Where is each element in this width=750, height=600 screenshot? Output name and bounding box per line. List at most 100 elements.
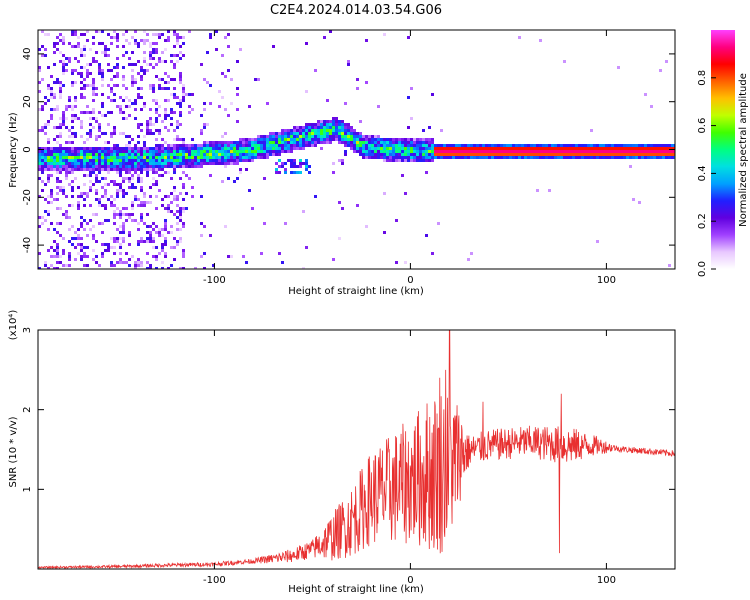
- heatmap-cell: [197, 165, 200, 168]
- heatmap-cell: [101, 153, 104, 156]
- heatmap-cell: [113, 129, 116, 132]
- heatmap-cell: [179, 177, 182, 180]
- heatmap-cell: [68, 105, 71, 108]
- heatmap-cell: [182, 54, 185, 57]
- heatmap-cell: [113, 198, 116, 201]
- heatmap-cell: [218, 150, 221, 153]
- heatmap-cell: [137, 150, 140, 153]
- heatmap-cell: [125, 105, 128, 108]
- heatmap-cell: [398, 138, 401, 141]
- heatmap-cell: [200, 162, 203, 165]
- heatmap-cell: [587, 153, 590, 156]
- heatmap-cell: [338, 237, 341, 240]
- heatmap-cell: [512, 147, 515, 150]
- heatmap-cell: [248, 141, 251, 144]
- heatmap-cell: [227, 162, 230, 165]
- heatmap-cell: [128, 135, 131, 138]
- heatmap-cell: [56, 246, 59, 249]
- heatmap-cell: [263, 147, 266, 150]
- heatmap-cell: [527, 147, 530, 150]
- heatmap-cell: [155, 153, 158, 156]
- heatmap-cell: [326, 99, 329, 102]
- heatmap-cell: [131, 84, 134, 87]
- heatmap-cell: [68, 99, 71, 102]
- heatmap-cell: [356, 87, 359, 90]
- heatmap-cell: [197, 144, 200, 147]
- heatmap-cell: [362, 156, 365, 159]
- heatmap-cell: [494, 147, 497, 150]
- heatmap-cell: [575, 144, 578, 147]
- heatmap-cell: [62, 252, 65, 255]
- heatmap-cell: [383, 159, 386, 162]
- heatmap-cell: [464, 147, 467, 150]
- heatmap-cell: [665, 156, 668, 159]
- heatmap-cell: [386, 150, 389, 153]
- heatmap-cell: [125, 219, 128, 222]
- heatmap-cell: [173, 186, 176, 189]
- heatmap-cell: [350, 126, 353, 129]
- heatmap-cell: [224, 165, 227, 168]
- heatmap-cell: [230, 141, 233, 144]
- heatmap-cell: [56, 222, 59, 225]
- heatmap-cell: [632, 144, 635, 147]
- heatmap-cell: [275, 132, 278, 135]
- heatmap-cell: [128, 231, 131, 234]
- heatmap-cell: [524, 147, 527, 150]
- heatmap-cell: [122, 45, 125, 48]
- heatmap-cell: [83, 66, 86, 69]
- heatmap-cell: [176, 222, 179, 225]
- heatmap-cell: [170, 159, 173, 162]
- heatmap-cell: [167, 156, 170, 159]
- heatmap-cell: [140, 177, 143, 180]
- heatmap-cell: [422, 153, 425, 156]
- heatmap-cell: [182, 141, 185, 144]
- heatmap-cell: [383, 141, 386, 144]
- heatmap-cell: [170, 93, 173, 96]
- heatmap-cell: [137, 198, 140, 201]
- heatmap-cell: [179, 144, 182, 147]
- heatmap-cell: [635, 144, 638, 147]
- heatmap-cell: [62, 111, 65, 114]
- heatmap-cell: [107, 48, 110, 51]
- heatmap-cell: [155, 168, 158, 171]
- heatmap-cell: [47, 174, 50, 177]
- heatmap-cell: [44, 150, 47, 153]
- heatmap-cell: [47, 87, 50, 90]
- heatmap-cell: [164, 237, 167, 240]
- heatmap-cell: [161, 159, 164, 162]
- heatmap-cell: [110, 135, 113, 138]
- heatmap-cell: [170, 165, 173, 168]
- heatmap-cell: [131, 69, 134, 72]
- heatmap-cell: [89, 132, 92, 135]
- heatmap-cell: [68, 60, 71, 63]
- heatmap-cell: [176, 150, 179, 153]
- heatmap-cell: [347, 63, 350, 66]
- heatmap-cell: [413, 150, 416, 153]
- heatmap-cell: [662, 147, 665, 150]
- heatmap-cell: [347, 144, 350, 147]
- heatmap-cell: [80, 93, 83, 96]
- heatmap-cell: [170, 111, 173, 114]
- heatmap-cell: [53, 165, 56, 168]
- heatmap-cell: [101, 243, 104, 246]
- heatmap-cell: [47, 195, 50, 198]
- heatmap-cell: [113, 252, 116, 255]
- heatmap-cell: [596, 147, 599, 150]
- heatmap-cell: [341, 135, 344, 138]
- heatmap-cell: [80, 243, 83, 246]
- heatmap-cell: [443, 147, 446, 150]
- heatmap-cell: [113, 180, 116, 183]
- heatmap-cell: [440, 156, 443, 159]
- heatmap-cell: [656, 153, 659, 156]
- heatmap-cell: [86, 222, 89, 225]
- heatmap-cell: [44, 165, 47, 168]
- heatmap-cell: [107, 150, 110, 153]
- heatmap-cell: [515, 147, 518, 150]
- heatmap-cell: [236, 108, 239, 111]
- heatmap-cell: [104, 156, 107, 159]
- heatmap-cell: [95, 192, 98, 195]
- heatmap-cell: [155, 111, 158, 114]
- heatmap-cell: [74, 57, 77, 60]
- heatmap-cell: [122, 117, 125, 120]
- heatmap-cell: [314, 126, 317, 129]
